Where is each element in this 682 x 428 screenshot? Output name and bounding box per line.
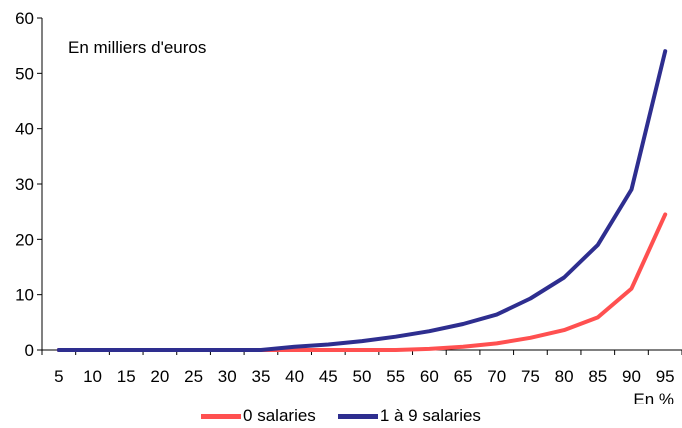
x-tick-label: 60 (420, 367, 439, 386)
x-tick-label: 75 (521, 367, 540, 386)
x-tick-label: 20 (150, 367, 169, 386)
x-tick-label: 65 (454, 367, 473, 386)
x-tick-label: 55 (386, 367, 405, 386)
y-tick-label: 20 (15, 230, 34, 249)
legend-label-0: 0 salaries (243, 406, 316, 425)
series-line-1 (56, 49, 668, 352)
y-tick-label: 40 (15, 120, 34, 139)
x-tick-label: 30 (218, 367, 237, 386)
y-tick-label: 10 (15, 286, 34, 305)
series-line-0 (56, 212, 668, 352)
x-tick-label: 50 (353, 367, 372, 386)
legend: 0 salaries 1 à 9 salaries (0, 404, 682, 428)
x-tick-label: 70 (487, 367, 506, 386)
legend-label-1: 1 à 9 salaries (379, 406, 481, 425)
x-tick-label: 10 (83, 367, 102, 386)
y-tick-label: 30 (15, 175, 34, 194)
x-tick-label: 80 (555, 367, 574, 386)
x-tick-label: 25 (184, 367, 203, 386)
legend-item-0: 0 salaries (201, 406, 316, 426)
x-tick-label: 5 (54, 367, 63, 386)
x-tick-label: 15 (117, 367, 136, 386)
x-tick-label: 85 (588, 367, 607, 386)
x-tick-label: 90 (622, 367, 641, 386)
x-axis: 5 10 15 20 25 30 35 40 45 50 55 60 65 70 75 80 85 90 95 (41, 349, 682, 386)
x-axis-label: En % (633, 390, 674, 404)
x-tick-label: 35 (251, 367, 270, 386)
y-tick-label: 50 (15, 64, 34, 83)
legend-swatch-1 (337, 413, 378, 419)
series-lines (56, 49, 668, 352)
unit-annotation: En milliers d'euros (68, 38, 206, 57)
x-tick-label: 45 (319, 367, 338, 386)
y-tick-label: 0 (25, 341, 34, 360)
line-chart: 0 10 20 30 40 50 60 5 10 15 20 25 30 35 40 45 50 55 60 65 7… (15, 9, 682, 404)
x-tick-label: 40 (285, 367, 304, 386)
legend-item-1: 1 à 9 salaries (337, 406, 481, 426)
y-tick-label: 60 (15, 9, 34, 28)
x-tick-label: 95 (656, 367, 675, 386)
legend-swatch-0 (201, 413, 242, 419)
y-axis: 0 10 20 30 40 50 60 (15, 9, 43, 360)
